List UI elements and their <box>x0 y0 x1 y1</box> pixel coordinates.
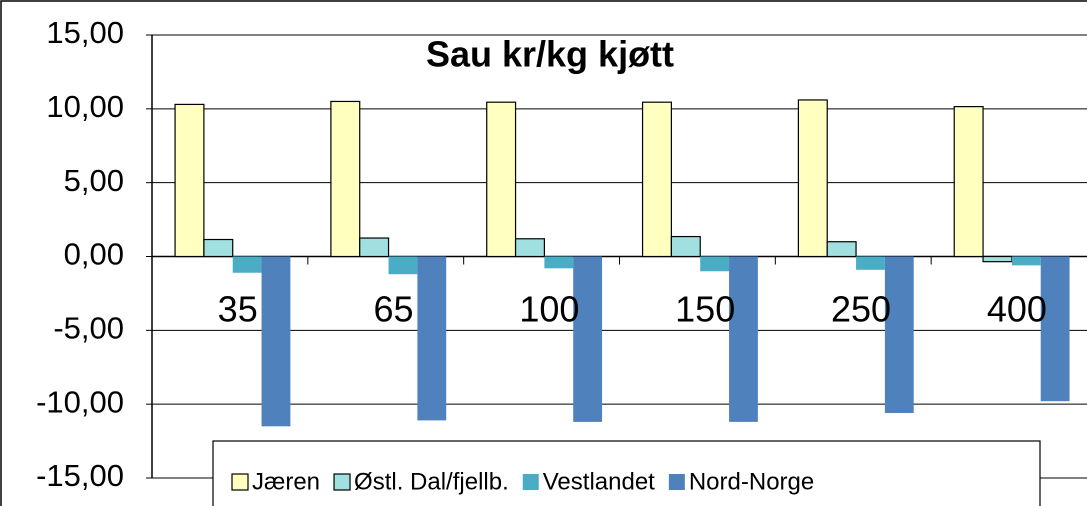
bar <box>856 256 885 270</box>
bar <box>670 235 701 258</box>
x-tick-label: 35 <box>218 289 258 330</box>
legend-label: Jæren <box>252 468 320 495</box>
bar <box>203 238 234 258</box>
legend-label: Østl. Dal/fjellb. <box>354 468 509 495</box>
bar <box>1011 256 1041 266</box>
y-tick-label: 5,00 <box>64 163 124 198</box>
bar <box>700 256 730 272</box>
x-tick-label: 65 <box>374 289 414 330</box>
bar <box>486 101 517 258</box>
y-tick-label: -10,00 <box>36 384 124 419</box>
bar <box>1040 256 1070 402</box>
chart-title: Sau kr/kg kjøtt <box>426 34 674 75</box>
y-tick-label: -15,00 <box>36 458 124 493</box>
bar <box>641 101 672 258</box>
bar <box>573 256 603 422</box>
bar <box>232 256 262 273</box>
bar <box>514 238 545 258</box>
bar <box>261 256 291 427</box>
bar <box>953 106 984 258</box>
legend-swatch <box>522 474 539 490</box>
bar <box>884 256 914 414</box>
y-tick-label: 10,00 <box>46 89 124 124</box>
bar <box>359 237 390 258</box>
y-tick-label: 0,00 <box>64 237 124 272</box>
x-tick-label: 150 <box>675 289 735 330</box>
legend-swatch <box>333 473 351 491</box>
bar <box>797 99 828 258</box>
bar <box>544 256 574 269</box>
legend-label: Vestlandet <box>543 468 655 495</box>
bar <box>729 256 758 422</box>
legend-swatch <box>231 473 249 491</box>
bar <box>826 241 857 258</box>
bar <box>388 256 418 275</box>
x-tick-label: 100 <box>519 289 579 330</box>
bar <box>982 255 1013 263</box>
legend-box <box>212 440 1041 506</box>
x-tick-label: 400 <box>987 289 1047 330</box>
y-tick-label: 15,00 <box>46 15 124 50</box>
bar <box>330 100 361 258</box>
y-tick-label: -5,00 <box>53 311 124 346</box>
bar <box>417 256 447 421</box>
bar <box>174 103 205 258</box>
x-tick-label: 250 <box>831 289 891 330</box>
legend-label: Nord-Norge <box>689 468 814 495</box>
legend-swatch <box>668 474 685 490</box>
